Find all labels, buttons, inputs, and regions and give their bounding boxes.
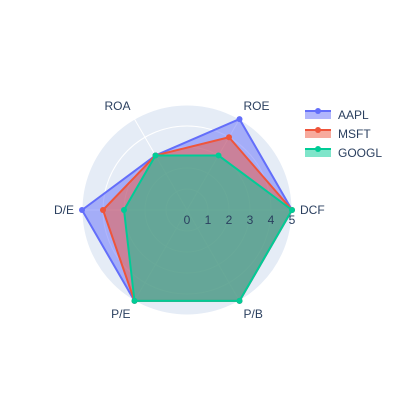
- series-layer: [79, 116, 295, 304]
- axis-label: DCF: [300, 203, 325, 217]
- series-googl[interactable]: [121, 152, 295, 304]
- legend-label: MSFT: [338, 127, 371, 141]
- legend[interactable]: AAPL MSFT GOOGL: [305, 108, 382, 160]
- data-point[interactable]: [226, 134, 232, 141]
- radial-tick-label: 3: [247, 213, 254, 227]
- data-point[interactable]: [152, 152, 159, 159]
- legend-item-googl[interactable]: GOOGL: [305, 146, 382, 160]
- legend-marker: [315, 127, 321, 133]
- radial-tick-label: 0: [184, 213, 191, 227]
- axis-label: P/B: [244, 307, 263, 321]
- data-point[interactable]: [121, 207, 127, 213]
- radial-tick-label: 4: [268, 213, 275, 227]
- axis-label: D/E: [54, 203, 74, 217]
- legend-marker: [315, 146, 321, 152]
- data-point[interactable]: [236, 116, 243, 123]
- legend-swatch: [305, 130, 331, 138]
- legend-marker: [315, 108, 321, 114]
- axis-label: ROE: [244, 99, 270, 113]
- legend-item-msft[interactable]: MSFT: [305, 127, 371, 141]
- data-point[interactable]: [79, 207, 85, 213]
- legend-label: GOOGL: [338, 146, 382, 160]
- data-point[interactable]: [215, 152, 222, 159]
- data-point[interactable]: [100, 207, 106, 213]
- radial-tick-label: 2: [226, 213, 233, 227]
- data-point[interactable]: [131, 297, 138, 304]
- legend-item-aapl[interactable]: AAPL: [305, 108, 369, 122]
- axis-label: P/E: [111, 307, 130, 321]
- legend-swatch: [305, 111, 331, 119]
- legend-label: AAPL: [338, 108, 369, 122]
- radial-tick-label: 1: [205, 213, 212, 227]
- angular-axis-labels: DCF ROE ROA D/E P/E P/B: [54, 99, 325, 321]
- data-point[interactable]: [236, 297, 243, 304]
- axis-label: ROA: [104, 99, 130, 113]
- legend-swatch: [305, 149, 331, 157]
- radial-tick-label: 5: [289, 213, 296, 227]
- data-point[interactable]: [289, 207, 295, 213]
